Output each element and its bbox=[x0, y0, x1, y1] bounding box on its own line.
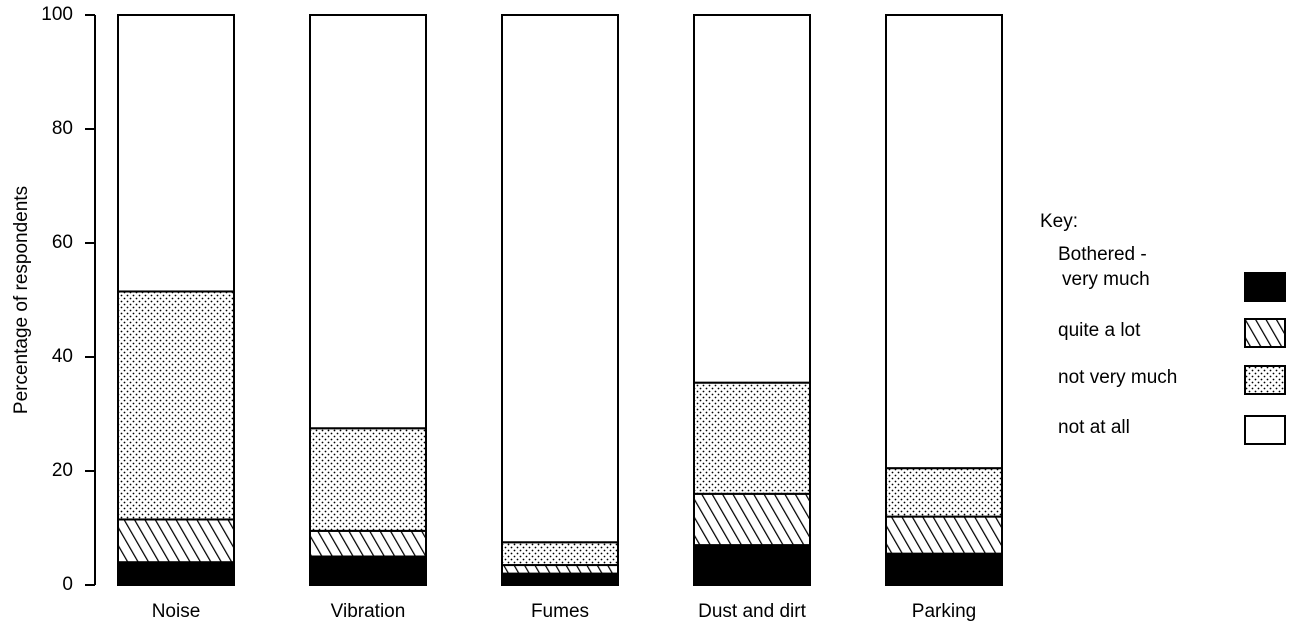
bar-segment bbox=[693, 492, 811, 547]
bar-segment bbox=[117, 14, 235, 293]
y-tick-label: 60 bbox=[52, 232, 73, 253]
x-tick-label: Vibration bbox=[331, 601, 406, 622]
bar-segment bbox=[693, 544, 811, 586]
x-tick-label: Fumes bbox=[531, 601, 589, 622]
legend-label: not very much bbox=[1058, 367, 1177, 388]
y-tick-label: 20 bbox=[52, 460, 73, 481]
bar-segment bbox=[309, 427, 427, 532]
x-tick-label: Dust and dirt bbox=[698, 601, 806, 622]
y-tick-label: 0 bbox=[62, 574, 73, 595]
bar-segment bbox=[117, 290, 235, 521]
legend-swatch bbox=[1244, 272, 1286, 302]
y-tick-label: 40 bbox=[52, 346, 73, 367]
y-tick-label: 100 bbox=[41, 4, 73, 25]
bar-segment bbox=[501, 14, 619, 544]
bar-segment bbox=[501, 572, 619, 586]
bar-segment bbox=[693, 14, 811, 384]
bar-segment bbox=[501, 541, 619, 567]
bar-segment bbox=[693, 381, 811, 495]
legend-swatch bbox=[1244, 415, 1286, 445]
bar-segment bbox=[309, 529, 427, 558]
legend-title: Key: bbox=[1040, 211, 1078, 232]
bar-segment bbox=[117, 518, 235, 564]
bar-segment bbox=[501, 564, 619, 575]
x-tick-label: Parking bbox=[912, 601, 976, 622]
bar-segment bbox=[117, 561, 235, 587]
legend-swatch bbox=[1244, 318, 1286, 348]
bar-segment bbox=[309, 555, 427, 586]
legend-label: quite a lot bbox=[1058, 320, 1141, 341]
y-tick-label: 80 bbox=[52, 118, 73, 139]
bar-segment bbox=[885, 467, 1003, 518]
legend-label: very much bbox=[1062, 269, 1150, 290]
bar-segment bbox=[309, 14, 427, 430]
legend-prefix: Bothered - bbox=[1058, 244, 1147, 265]
bar-segment bbox=[885, 515, 1003, 555]
legend-swatch bbox=[1244, 365, 1286, 395]
legend-label: not at all bbox=[1058, 417, 1130, 438]
y-axis-label: Percentage of respondents bbox=[11, 186, 32, 414]
bar-segment bbox=[885, 552, 1003, 587]
x-tick-label: Noise bbox=[152, 601, 201, 622]
bar-segment bbox=[885, 14, 1003, 470]
